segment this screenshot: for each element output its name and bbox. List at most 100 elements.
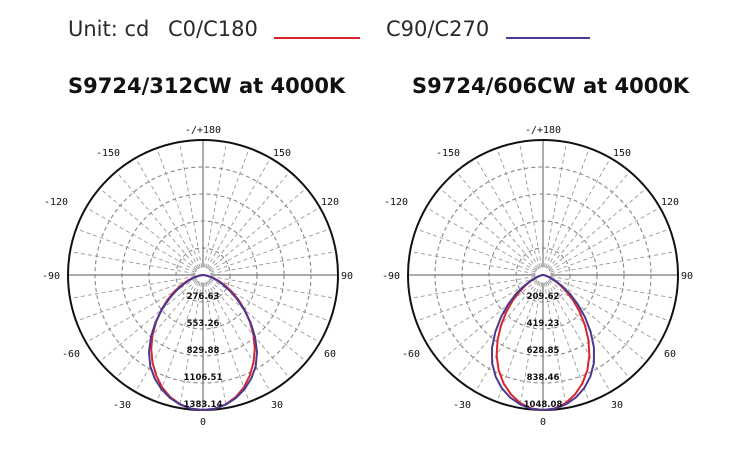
grid-spoke xyxy=(546,157,611,269)
angle-tick-label: -30 xyxy=(113,400,131,411)
legend-entry-c90-c270: C90/C270 xyxy=(386,17,490,41)
grid-spoke xyxy=(543,282,567,409)
grid-spoke xyxy=(179,141,203,268)
grid-spoke xyxy=(115,171,199,270)
angle-tick-label: 0 xyxy=(540,417,546,428)
radial-tick-label: 276.63 xyxy=(187,292,220,302)
grid-spoke xyxy=(519,282,543,409)
angle-tick-label: 30 xyxy=(611,400,623,411)
grid-spoke xyxy=(455,171,539,270)
grid-spoke xyxy=(85,207,197,272)
grid-spoke xyxy=(135,157,200,269)
radial-tick-label: 553.26 xyxy=(187,319,220,329)
legend-line-c90-c270 xyxy=(506,37,590,39)
grid-spoke xyxy=(475,157,540,269)
grid-spoke xyxy=(69,275,196,299)
angle-tick-label: 0 xyxy=(200,417,206,428)
grid-spoke xyxy=(203,141,227,268)
angle-tick-label: -60 xyxy=(62,349,80,360)
polar-chart-1: 209.62 419.23 628.85 838.46 1048.08 -/+180 -15… xyxy=(382,125,693,428)
chart-title-left: S9724/312CW at 4000K xyxy=(68,74,346,98)
grid-spoke xyxy=(549,278,661,343)
grid-spoke xyxy=(210,275,337,299)
angle-tick-label: -90 xyxy=(382,271,400,282)
angle-tick-label: 120 xyxy=(661,197,679,208)
grid-spoke xyxy=(205,147,250,268)
grid-spoke xyxy=(409,251,536,275)
angle-tick-label: 120 xyxy=(321,197,339,208)
grid-spoke xyxy=(425,207,537,272)
angle-tick-label: 60 xyxy=(324,349,336,360)
grid-spoke xyxy=(75,277,196,322)
grid-spoke xyxy=(205,282,250,403)
grid-spoke xyxy=(210,251,337,275)
grid-spoke xyxy=(543,141,567,268)
angle-tick-label: 150 xyxy=(613,148,631,159)
grid-spoke xyxy=(415,277,536,322)
grid-spoke xyxy=(210,277,331,322)
grid-spoke xyxy=(208,279,307,363)
grid-spoke xyxy=(550,228,671,273)
grid-center xyxy=(194,266,212,284)
grid-spoke xyxy=(207,280,291,379)
grid-spoke xyxy=(548,279,647,363)
grid-spoke xyxy=(206,281,271,393)
angle-tick-label: -/+180 xyxy=(185,125,221,136)
angle-tick-label: 30 xyxy=(271,400,283,411)
angle-tick-label: 90 xyxy=(341,271,353,282)
series-curve-c90-c270 xyxy=(147,274,259,412)
grid-spoke xyxy=(209,207,321,272)
angle-tick-label: -150 xyxy=(96,148,120,159)
grid-spoke xyxy=(550,275,677,299)
grid-spoke xyxy=(439,187,538,271)
grid-spoke xyxy=(550,251,677,275)
radial-tick-label: 838.46 xyxy=(527,373,560,383)
angle-tick-label: 150 xyxy=(273,148,291,159)
radial-tick-label: 628.85 xyxy=(527,346,560,356)
grid-spoke xyxy=(208,187,307,271)
grid-spoke xyxy=(547,171,631,270)
grid-spoke xyxy=(475,281,540,393)
grid-spoke xyxy=(99,279,198,363)
angle-tick-label: -150 xyxy=(436,148,460,159)
grid-spoke xyxy=(69,251,196,275)
grid-spoke xyxy=(115,280,199,379)
grid-spoke xyxy=(548,187,647,271)
grid-spoke xyxy=(203,282,227,409)
radial-tick-label: 1383.14 xyxy=(184,400,223,410)
grid-center xyxy=(534,266,552,284)
legend-line-c0-c180 xyxy=(274,37,360,39)
polar-chart-0: 276.63 553.26 829.88 1106.51 1383.14 -/+180 -1… xyxy=(42,125,353,428)
radial-tick-label: 829.88 xyxy=(187,346,220,356)
grid-spoke xyxy=(207,171,291,270)
grid-spoke xyxy=(519,141,543,268)
angle-tick-label: -120 xyxy=(44,197,68,208)
angle-tick-label: -60 xyxy=(402,349,420,360)
angle-tick-label: -90 xyxy=(42,271,60,282)
angle-tick-label: 60 xyxy=(664,349,676,360)
grid-spoke xyxy=(210,228,331,273)
unit-label: Unit: cd xyxy=(68,17,150,41)
legend: Unit: cd C0/C180 C90/C270 xyxy=(0,0,743,50)
grid-spoke xyxy=(549,207,661,272)
grid-spoke xyxy=(550,277,671,322)
grid-spoke xyxy=(99,187,198,271)
radial-tick-label: 1106.51 xyxy=(184,373,223,383)
radial-tick-label: 209.62 xyxy=(527,292,560,302)
series-curve-c90-c270 xyxy=(491,274,595,412)
angle-tick-label: -30 xyxy=(453,400,471,411)
angle-tick-label: -/+180 xyxy=(525,125,561,136)
grid-spoke xyxy=(206,157,271,269)
grid-spoke xyxy=(75,228,196,273)
grid-spoke xyxy=(439,279,538,363)
grid-spoke xyxy=(496,147,541,268)
grid-spoke xyxy=(409,275,536,299)
angle-tick-label: -120 xyxy=(384,197,408,208)
grid-spoke xyxy=(135,281,200,393)
angle-tick-label: 90 xyxy=(681,271,693,282)
grid-spoke xyxy=(179,282,203,409)
grid-spoke xyxy=(546,281,611,393)
legend-entry-c0-c180: C0/C180 xyxy=(168,17,258,41)
grid-spoke xyxy=(545,147,590,268)
